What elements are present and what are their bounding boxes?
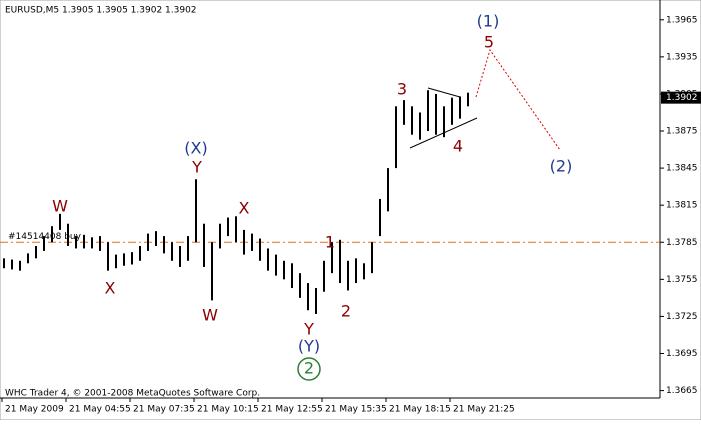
- y-tick-label: 1.3815: [666, 201, 698, 211]
- x-tick-label: 21 May 18:15: [389, 405, 451, 415]
- wave-label: (X): [184, 139, 207, 158]
- wave-label: 1: [325, 233, 335, 252]
- x-tick-label: 21 May 12:55: [261, 405, 323, 415]
- footer: WHC Trader 4, © 2001-2008 MetaQuotes Sof…: [5, 389, 260, 399]
- y-tick-label: 1.3755: [666, 275, 698, 285]
- x-tick-label: 21 May 15:35: [325, 405, 387, 415]
- wave-label: W: [202, 306, 218, 325]
- wave-label: (2): [550, 157, 573, 176]
- wave-label: Y: [303, 320, 314, 339]
- y-tick-label: 1.3875: [666, 127, 698, 137]
- wave-label: 4: [453, 137, 463, 156]
- y-tick-label: 1.3785: [666, 238, 698, 248]
- wave-label: (1): [477, 12, 500, 31]
- y-tick-label: 1.3965: [666, 15, 698, 25]
- x-tick-label: 21 May 07:35: [133, 405, 195, 415]
- chart-title: EURUSD,M5 1.3905 1.3905 1.3902 1.3902: [5, 6, 197, 16]
- wave-label: W: [52, 197, 68, 216]
- last-price-label: 1.3902: [666, 93, 698, 103]
- wave-label: 2: [341, 302, 351, 321]
- wave-circle: [297, 357, 321, 381]
- wave-label: X: [105, 279, 116, 298]
- y-tick-label: 1.3665: [666, 386, 698, 396]
- y-tick-label: 1.3725: [666, 312, 698, 322]
- projection: [475, 48, 561, 151]
- y-tick-label: 1.3935: [666, 52, 698, 62]
- wave-label: (Y): [298, 337, 320, 356]
- x-tick-label: 21 May 21:25: [453, 405, 515, 415]
- wave-label: Y: [191, 158, 202, 177]
- wave-label: X: [239, 199, 250, 218]
- x-tick-label: 21 May 04:55: [69, 405, 131, 415]
- x-tick-label: 21 May 2009: [5, 405, 64, 415]
- y-tick-label: 1.3695: [666, 349, 698, 359]
- wave-label: 2: [304, 359, 314, 378]
- last-price-box: [661, 91, 701, 104]
- wave-label: 5: [484, 33, 494, 52]
- triangle-line: [427, 87, 461, 98]
- x-tick-label: 21 May 10:15: [197, 405, 259, 415]
- y-tick-label: 1.3845: [666, 164, 698, 174]
- wave-label: 3: [397, 80, 407, 99]
